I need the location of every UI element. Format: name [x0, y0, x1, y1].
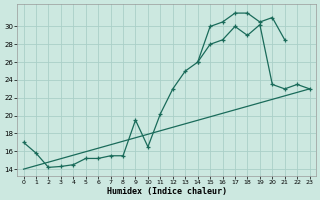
X-axis label: Humidex (Indice chaleur): Humidex (Indice chaleur)	[107, 187, 227, 196]
